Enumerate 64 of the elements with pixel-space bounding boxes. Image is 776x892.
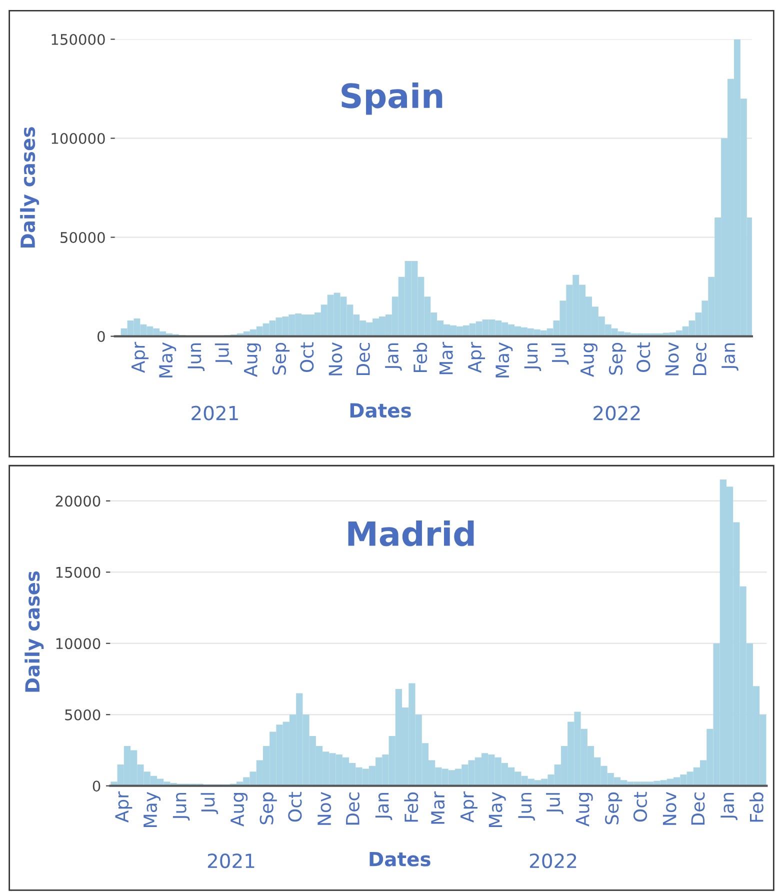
x-tick-label: Oct [636, 342, 650, 372]
x-axis-title: Dates [370, 852, 430, 866]
y-tick-label: 0 [92, 780, 100, 792]
text: 2022 [530, 854, 576, 868]
x-tick-label: Dec [346, 792, 360, 825]
x-tick-label: Nov [662, 792, 676, 825]
y-axis-title: Daily cases [20, 127, 40, 248]
y-tick-label: 50000 [60, 232, 105, 244]
x-tick-label: Sep [272, 342, 290, 375]
x-tick-label: Jul [551, 344, 569, 365]
y-tick-label: 100000 [52, 132, 105, 144]
x-tick-label: Feb [404, 792, 418, 822]
x-tick-label: Jun [524, 343, 542, 371]
x-tick-label: Oct [288, 792, 302, 822]
x-tick-label: Feb [749, 792, 764, 822]
x-tick-label: Feb [413, 342, 428, 372]
x-tick-label: Apr [468, 342, 486, 373]
x-tick-label: May [144, 792, 161, 827]
y-tick-label: 0 [98, 331, 105, 342]
x-tick-label: Oct [633, 792, 648, 822]
x-tick-label: Jun [188, 343, 205, 371]
x-axis-title: Dates [350, 403, 411, 418]
x-tick-label: Apr [460, 791, 478, 823]
text: 2022 [594, 406, 640, 420]
x-tick-label: Sep [605, 792, 622, 824]
text: Madrid [348, 520, 474, 546]
x-tick-label: Jan [722, 343, 738, 371]
x-tick-label: Oct [300, 342, 314, 372]
x-tick-label: Nov [318, 792, 332, 825]
x-tick-label: Jul [546, 793, 564, 814]
x-tick-label: Dec [356, 342, 370, 376]
x-tick-label: May [488, 792, 506, 827]
x-tick-label: May [496, 342, 513, 378]
y-tick-label: 15000 [56, 566, 100, 578]
x-tick-label: Jul [214, 344, 232, 365]
x-tick-label: Mar [440, 342, 453, 374]
x-tick-label: Dec [693, 342, 706, 376]
x-tick-label: Dec [691, 792, 705, 825]
x-tick-label: Nov [328, 342, 342, 376]
y-tick-label: 10000 [56, 638, 100, 650]
y-axis-title: Daily cases [24, 571, 44, 692]
x-tick-label: Mar [431, 791, 445, 824]
x-tick-label: Apr [132, 342, 148, 373]
x-tick-label: Nov [665, 342, 679, 376]
x-tick-label: Sep [260, 792, 277, 824]
x-tick-label: Aug [244, 343, 261, 377]
x-tick-label: Jun [518, 792, 536, 821]
y-tick-label: 20000 [56, 496, 100, 507]
x-tick-label: Sep [608, 342, 626, 375]
x-tick-label: Jun [172, 792, 190, 821]
x-tick-label: Jan [720, 792, 738, 820]
x-tick-label: Jan [385, 343, 402, 371]
x-tick-label: May [159, 342, 176, 378]
text: Spain [342, 82, 442, 115]
x-tick-label: Apr [115, 791, 132, 823]
text: 2021 [192, 406, 238, 420]
y-tick-label: 5000 [65, 709, 100, 720]
y-tick-label: 150000 [52, 34, 105, 45]
x-tick-label: Jan [375, 792, 392, 820]
x-tick-label: Jul [200, 793, 218, 814]
text: 2021 [208, 854, 254, 868]
x-tick-label: Aug [230, 793, 248, 827]
x-tick-label: Aug [576, 793, 593, 827]
x-tick-label: Aug [580, 343, 598, 377]
